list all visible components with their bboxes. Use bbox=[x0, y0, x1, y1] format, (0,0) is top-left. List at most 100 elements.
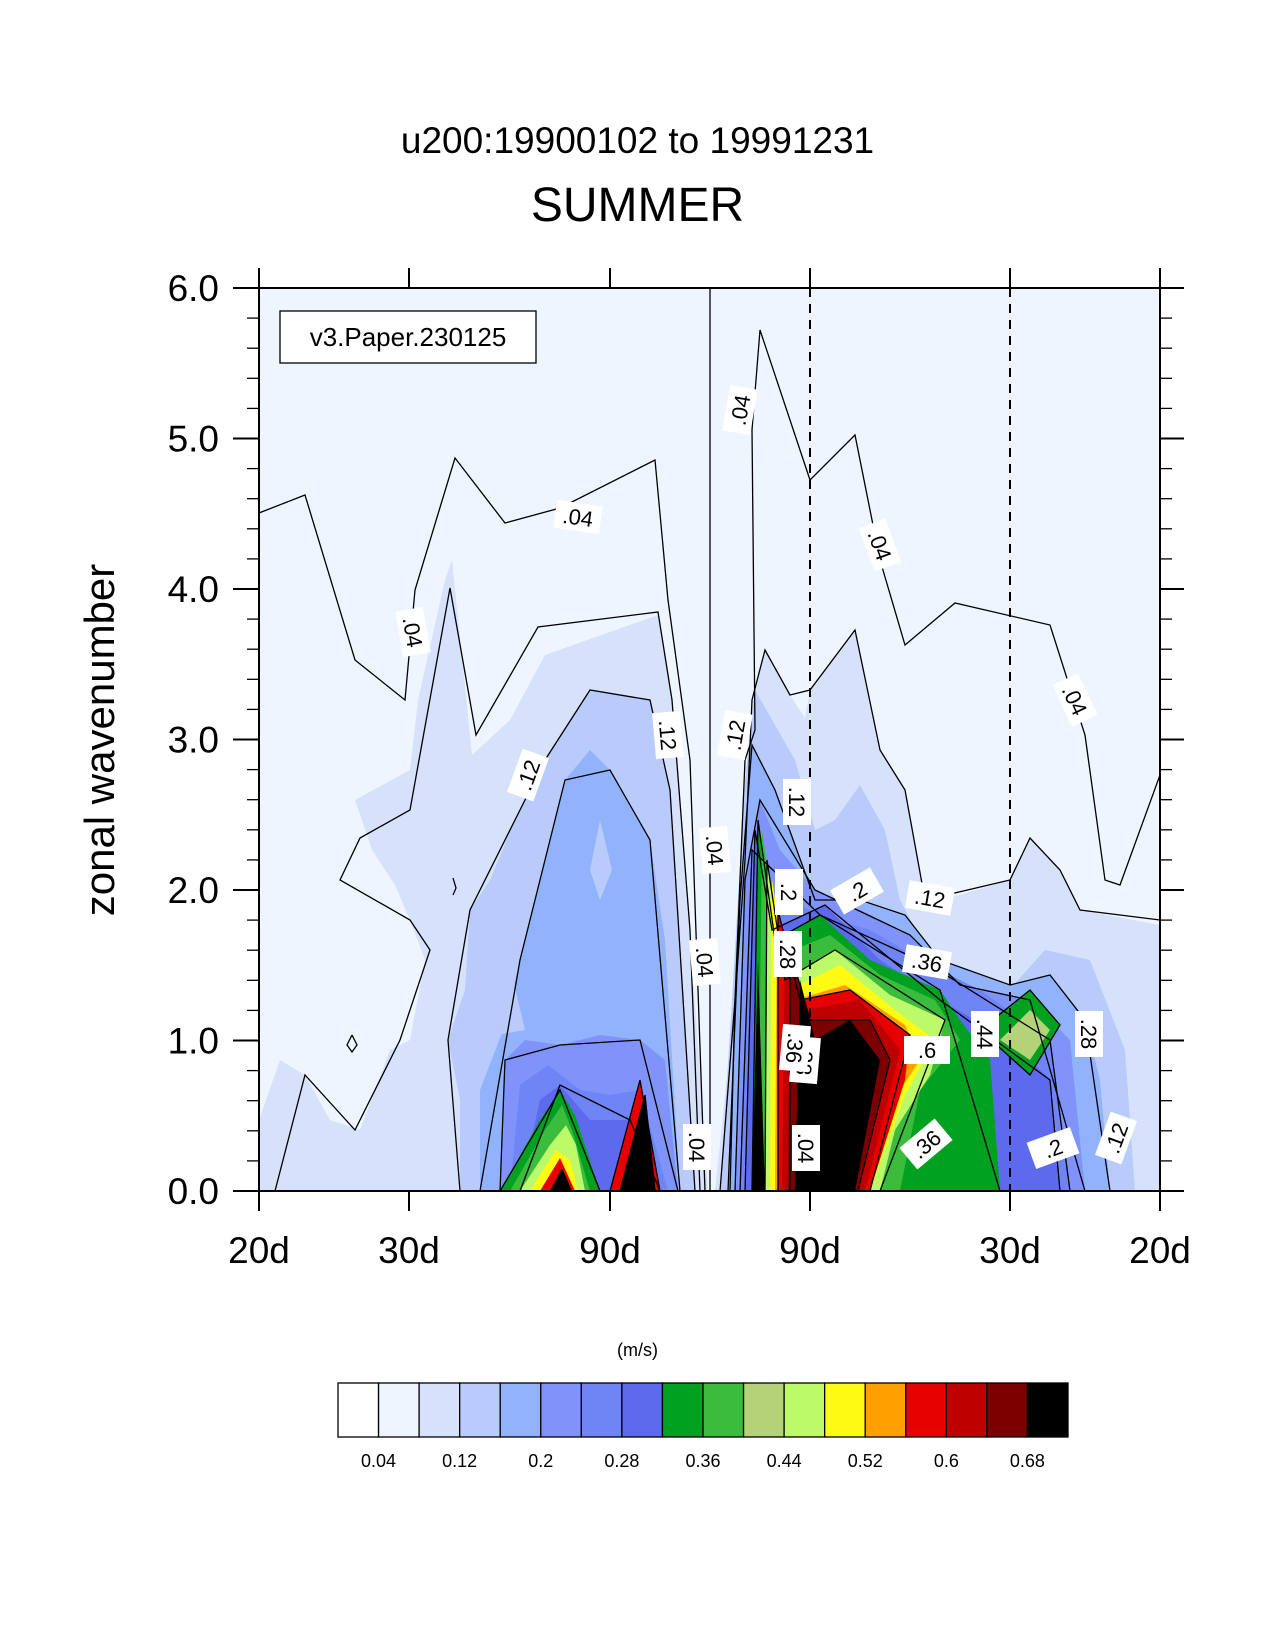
annotation-box bbox=[279, 310, 537, 364]
colorbar-swatch bbox=[783, 1382, 826, 1438]
colorbar-label: 0.44 bbox=[767, 1451, 802, 1471]
colorbar-swatch bbox=[499, 1382, 542, 1438]
colorbar-label: 0.28 bbox=[604, 1451, 639, 1471]
contour-label-bg bbox=[901, 944, 953, 980]
contour-label: .04 bbox=[689, 937, 721, 987]
colorbar-label: 0.04 bbox=[361, 1451, 396, 1471]
contour-line bbox=[719, 628, 1160, 1191]
colorbar-swatch bbox=[377, 1382, 420, 1438]
contour-line bbox=[499, 1039, 679, 1191]
contour-label-bg bbox=[1094, 1111, 1138, 1165]
contour-line bbox=[259, 587, 701, 1191]
contour-label-text: .12 bbox=[784, 787, 809, 818]
y-tick-label: 3.0 bbox=[168, 720, 219, 761]
colorbar-label: 0.2 bbox=[528, 1451, 553, 1471]
contour-label-bg bbox=[652, 710, 684, 760]
contour-label-bg bbox=[395, 606, 431, 658]
annotation-text: v3.Paper.230125 bbox=[310, 322, 507, 352]
contour-line bbox=[452, 877, 457, 896]
colorbar-swatch bbox=[661, 1382, 704, 1438]
contour-line bbox=[259, 456, 706, 1191]
contour-line bbox=[751, 819, 1001, 1191]
contour-label: .2 bbox=[1026, 1126, 1080, 1170]
contour-label: .36 bbox=[901, 944, 953, 980]
contour-label: .04 bbox=[553, 499, 603, 535]
colorbar-swatch bbox=[905, 1382, 947, 1438]
contour-label-text: .36 bbox=[781, 1032, 809, 1065]
contour-label-bg bbox=[717, 709, 753, 761]
contour-label: .2 bbox=[775, 869, 803, 915]
contour-label: .12 bbox=[783, 779, 811, 825]
contour-label-text: .04 bbox=[561, 503, 595, 532]
x-tick-label: 90d bbox=[579, 1230, 641, 1271]
colorbar-swatch bbox=[945, 1382, 988, 1438]
contour-label-bg bbox=[699, 825, 731, 875]
contour-label: .12 bbox=[904, 880, 956, 916]
contour-label: .04 bbox=[395, 606, 431, 658]
contour-label-bg bbox=[899, 1118, 953, 1170]
colorbar-swatch bbox=[742, 1382, 785, 1438]
x-tick-label: 20d bbox=[1129, 1230, 1191, 1271]
contour-label-bg bbox=[506, 748, 550, 802]
contour-label-bg bbox=[904, 880, 956, 916]
contour-label: .04 bbox=[683, 1124, 711, 1170]
contour-label-bg bbox=[774, 931, 802, 977]
contour-label-bg bbox=[689, 937, 721, 987]
chart-title: u200:19900102 to 19991231 bbox=[400, 120, 875, 161]
contour-label-text: .04 bbox=[726, 393, 756, 427]
contour-label-bg bbox=[830, 867, 884, 915]
colorbar-label: 0.12 bbox=[442, 1451, 477, 1471]
contour-line bbox=[619, 1094, 656, 1191]
contour-line bbox=[609, 1079, 661, 1191]
chart-subtitle: SUMMER bbox=[530, 179, 745, 232]
colorbar-label: 0.36 bbox=[685, 1451, 720, 1471]
colorbar-swatch bbox=[418, 1382, 461, 1438]
contour-line bbox=[479, 769, 681, 1191]
contour-label-bg bbox=[775, 869, 803, 915]
contour-line bbox=[789, 949, 891, 1191]
contour-line bbox=[346, 1034, 358, 1054]
contour-label: .04 bbox=[722, 384, 758, 436]
contour-label-bg bbox=[792, 1125, 820, 1171]
contour-label-text: .12 bbox=[654, 719, 682, 752]
contour-label-bg bbox=[553, 499, 603, 535]
contour-label-bg bbox=[1075, 1011, 1103, 1057]
contour-label: .04 bbox=[792, 1125, 820, 1171]
y-tick-label: 2.0 bbox=[168, 870, 219, 911]
contour-line bbox=[519, 1084, 661, 1191]
contour-fill bbox=[752, 960, 765, 1191]
contour-label: .6 bbox=[904, 1036, 950, 1064]
contour-fill bbox=[620, 1095, 655, 1191]
contour-label-text: .2 bbox=[776, 883, 801, 901]
contour-label-text: .28 bbox=[1076, 1019, 1101, 1050]
contour-label-bg bbox=[779, 1023, 811, 1073]
contour-line bbox=[727, 742, 1111, 1191]
contour-label: .12 bbox=[717, 709, 753, 761]
colorbar-label: 0.6 bbox=[934, 1451, 959, 1471]
contour-fill bbox=[590, 820, 612, 900]
y-tick-label: 5.0 bbox=[168, 419, 219, 460]
contour-line bbox=[744, 829, 1061, 1191]
contour-label: .28 bbox=[774, 931, 802, 977]
contour-label-text: .04 bbox=[684, 1132, 709, 1163]
x-tick-label: 20d bbox=[228, 1230, 290, 1271]
y-tick-label: 4.0 bbox=[168, 569, 219, 610]
colorbar-label: 0.68 bbox=[1010, 1451, 1045, 1471]
contour-label-text: .04 bbox=[691, 946, 719, 979]
x-tick-label: 30d bbox=[378, 1230, 440, 1271]
x-tick-label: 90d bbox=[779, 1230, 841, 1271]
contour-fill bbox=[470, 945, 525, 1040]
colorbar-swatch bbox=[986, 1382, 1029, 1438]
contour-label-text: .6 bbox=[918, 1038, 936, 1063]
y-tick-label: 6.0 bbox=[168, 268, 219, 309]
contour-label-text: .04 bbox=[701, 834, 729, 867]
contour-label: .2 bbox=[830, 867, 884, 915]
colorbar-swatch bbox=[580, 1382, 623, 1438]
y-tick-label: 1.0 bbox=[168, 1021, 219, 1062]
colorbar-swatch bbox=[1026, 1382, 1069, 1438]
contour-label-text: .36 bbox=[910, 948, 944, 978]
colorbar-swatch bbox=[864, 1382, 907, 1438]
colorbar-swatch bbox=[337, 1382, 380, 1438]
contour-label: .44 bbox=[971, 1011, 999, 1057]
